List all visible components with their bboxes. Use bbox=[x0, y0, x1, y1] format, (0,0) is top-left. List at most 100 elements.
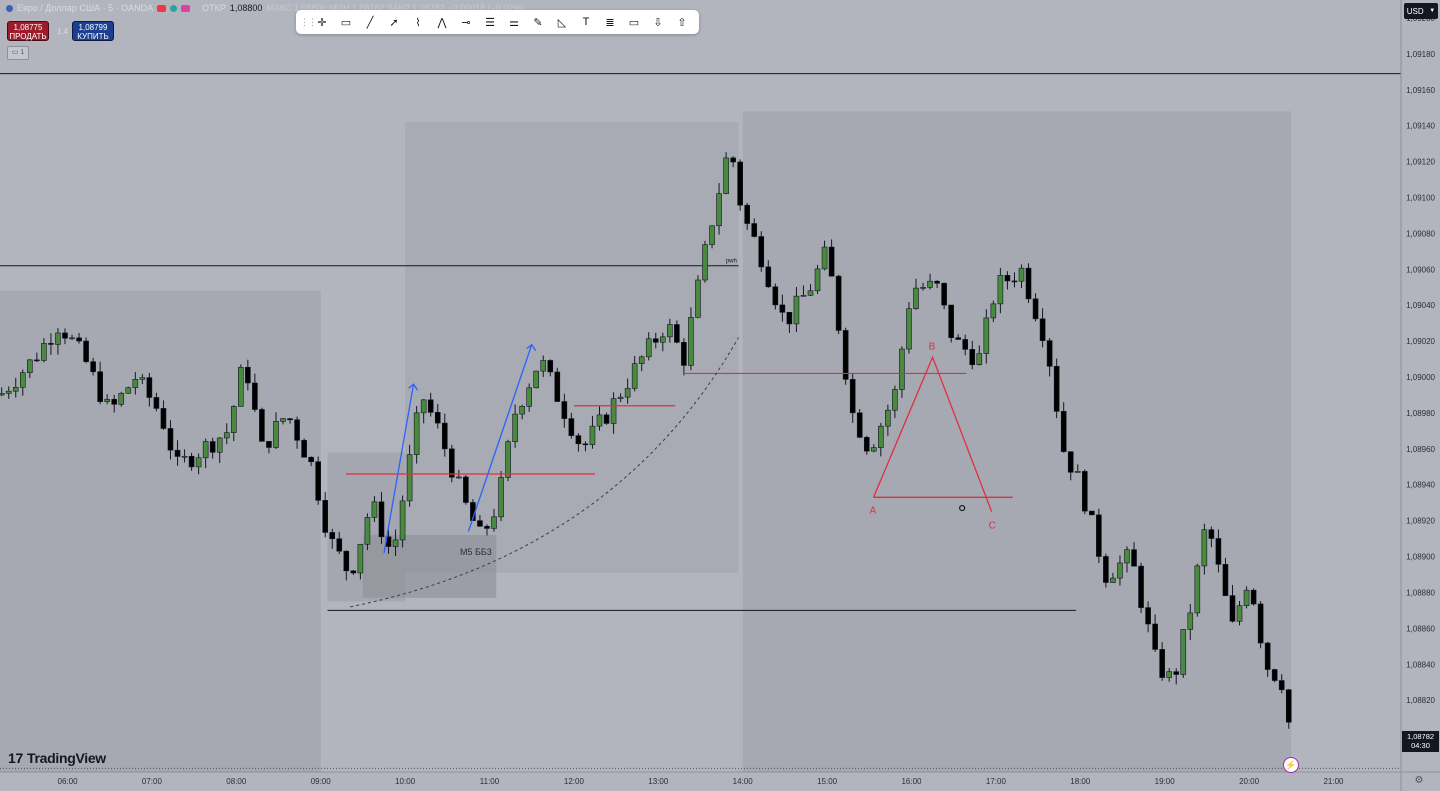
candle-body[interactable] bbox=[744, 204, 751, 224]
candle-body[interactable] bbox=[870, 447, 877, 452]
candle-body[interactable] bbox=[800, 295, 807, 297]
candle-body[interactable] bbox=[821, 246, 828, 270]
candle-body[interactable] bbox=[1159, 649, 1165, 678]
candle-body[interactable] bbox=[892, 389, 898, 411]
candle-body[interactable] bbox=[913, 287, 919, 309]
candle-body[interactable] bbox=[48, 343, 54, 345]
symbol-title[interactable]: Евро / Доллар США · 5 · OANDA bbox=[17, 3, 154, 13]
candle-body[interactable] bbox=[174, 449, 181, 457]
polyline-icon[interactable]: ◺ bbox=[557, 16, 567, 29]
candle-body[interactable] bbox=[252, 382, 258, 410]
candle-body[interactable] bbox=[1229, 595, 1236, 622]
candle-body[interactable] bbox=[990, 303, 997, 319]
candle-body[interactable] bbox=[695, 279, 701, 318]
candle-body[interactable] bbox=[1011, 280, 1018, 283]
candle-body[interactable] bbox=[209, 441, 216, 453]
candle-body[interactable] bbox=[132, 379, 139, 388]
candle-body[interactable] bbox=[41, 343, 47, 361]
candle-body[interactable] bbox=[245, 366, 251, 384]
candle-body[interactable] bbox=[301, 439, 307, 458]
candle-body[interactable] bbox=[1285, 689, 1292, 723]
candle-body[interactable] bbox=[273, 421, 279, 448]
candle-body[interactable] bbox=[69, 337, 75, 340]
candle-body[interactable] bbox=[1004, 275, 1011, 282]
candle-body[interactable] bbox=[737, 161, 743, 206]
candle-body[interactable] bbox=[610, 398, 617, 424]
candle-body[interactable] bbox=[1124, 549, 1130, 564]
abc-pattern[interactable] bbox=[872, 355, 993, 512]
candle-body[interactable] bbox=[230, 406, 237, 433]
candle-body[interactable] bbox=[406, 454, 413, 502]
candle-body[interactable] bbox=[1166, 671, 1172, 678]
candle-body[interactable] bbox=[948, 304, 954, 338]
candle-body[interactable] bbox=[899, 348, 905, 390]
candle-body[interactable] bbox=[1201, 529, 1208, 567]
candle-body[interactable] bbox=[505, 441, 511, 478]
xabcd-pattern-icon[interactable]: ⋀ bbox=[437, 16, 447, 29]
candle-body[interactable] bbox=[1208, 529, 1215, 539]
candle-body[interactable] bbox=[1039, 318, 1046, 341]
candle-body[interactable] bbox=[294, 419, 300, 441]
sell-button[interactable]: 1,08775 ПРОДАТЬ bbox=[7, 21, 49, 41]
fib-icon[interactable]: ≣ bbox=[605, 16, 615, 29]
candle-body[interactable] bbox=[906, 308, 912, 350]
candle-body[interactable] bbox=[1018, 267, 1025, 282]
candle-body[interactable] bbox=[723, 157, 729, 194]
candle-body[interactable] bbox=[674, 324, 680, 343]
candle-body[interactable] bbox=[1222, 564, 1229, 596]
candle-body[interactable] bbox=[1187, 612, 1194, 630]
candle-body[interactable] bbox=[308, 456, 314, 463]
candle-body[interactable] bbox=[0, 393, 5, 396]
candle-body[interactable] bbox=[1060, 411, 1067, 452]
ray-icon[interactable]: ➚ bbox=[389, 16, 399, 29]
candle-body[interactable] bbox=[1131, 549, 1137, 567]
candle-body[interactable] bbox=[667, 324, 673, 338]
blue-arrow[interactable] bbox=[467, 344, 533, 532]
candle-body[interactable] bbox=[378, 501, 385, 538]
candle-body[interactable] bbox=[814, 268, 821, 292]
horizontal-ray-icon[interactable]: ⊸ bbox=[461, 16, 471, 29]
candle-body[interactable] bbox=[1250, 589, 1257, 605]
candle-body[interactable] bbox=[835, 275, 842, 331]
candle-body[interactable] bbox=[638, 356, 645, 364]
candle-body[interactable] bbox=[12, 386, 19, 392]
candle-body[interactable] bbox=[596, 414, 603, 427]
candle-body[interactable] bbox=[427, 399, 434, 413]
candle-body[interactable] bbox=[772, 286, 779, 306]
candle-body[interactable] bbox=[5, 390, 12, 394]
candle-body[interactable] bbox=[392, 539, 399, 547]
candle-body[interactable] bbox=[329, 532, 336, 540]
candle-body[interactable] bbox=[181, 455, 188, 458]
candle-body[interactable] bbox=[1110, 577, 1116, 583]
candle-body[interactable] bbox=[118, 392, 125, 405]
candle-body[interactable] bbox=[1145, 607, 1151, 625]
candle-body[interactable] bbox=[343, 550, 350, 572]
candle-body[interactable] bbox=[807, 290, 814, 296]
candle-body[interactable] bbox=[1264, 642, 1271, 670]
candle-body[interactable] bbox=[139, 377, 146, 380]
text-icon[interactable]: T bbox=[582, 16, 590, 28]
callout-icon[interactable]: ▭ bbox=[628, 16, 640, 29]
candle-body[interactable] bbox=[603, 414, 610, 424]
candle-body[interactable] bbox=[1194, 565, 1201, 614]
candle-body[interactable] bbox=[223, 432, 230, 439]
candle-body[interactable] bbox=[885, 409, 891, 427]
candle-body[interactable] bbox=[631, 363, 638, 389]
candle-body[interactable] bbox=[1067, 451, 1074, 473]
candle-body[interactable] bbox=[287, 418, 293, 421]
blue-arrow[interactable] bbox=[383, 384, 415, 554]
candle-body[interactable] bbox=[1103, 556, 1109, 583]
candle-body[interactable] bbox=[962, 339, 969, 350]
candle-body[interactable] bbox=[688, 316, 694, 366]
candle-body[interactable] bbox=[491, 516, 497, 529]
candle-body[interactable] bbox=[280, 418, 286, 422]
candle-body[interactable] bbox=[167, 428, 174, 451]
candle-body[interactable] bbox=[519, 406, 525, 415]
candle-body[interactable] bbox=[1271, 669, 1278, 681]
candle-body[interactable] bbox=[955, 337, 961, 340]
candle-body[interactable] bbox=[681, 342, 687, 366]
candle-body[interactable] bbox=[941, 282, 947, 306]
candle-body[interactable] bbox=[336, 538, 343, 552]
candle-body[interactable] bbox=[1025, 267, 1032, 300]
